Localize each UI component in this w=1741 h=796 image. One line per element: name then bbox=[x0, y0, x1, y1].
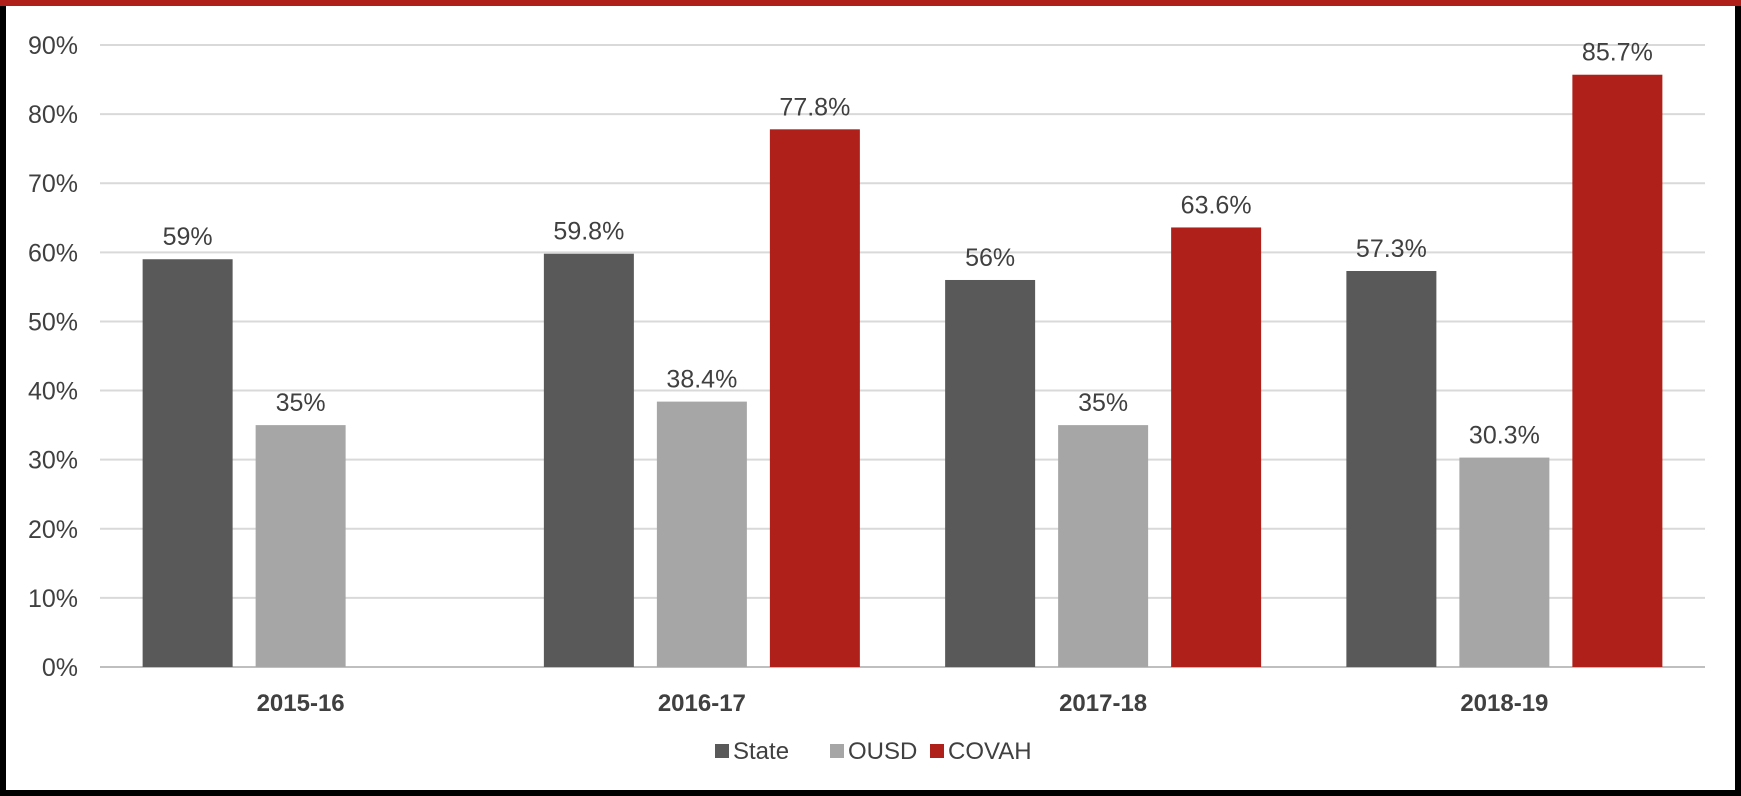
y-tick-label: 40% bbox=[28, 378, 78, 406]
x-category-label: 2018-19 bbox=[1460, 690, 1548, 717]
y-tick-label: 60% bbox=[28, 239, 78, 267]
y-axis: 0% 10% 20% 30% 40% 50% 60% 70% 80% 90% bbox=[28, 32, 78, 682]
x-category-label: 2015-16 bbox=[257, 690, 345, 717]
bar-state-2016-17 bbox=[543, 253, 634, 667]
y-tick-label: 30% bbox=[28, 447, 78, 475]
data-label: 57.3% bbox=[1356, 235, 1427, 263]
legend-swatch-ousd bbox=[830, 744, 844, 758]
legend-label-ousd: OUSD bbox=[848, 738, 917, 765]
legend-label-state: State bbox=[733, 738, 789, 765]
data-label: 38.4% bbox=[666, 366, 737, 394]
x-category-label: 2017-18 bbox=[1059, 690, 1147, 717]
bar-state-2015-16 bbox=[142, 259, 233, 667]
bar-covah-2018-19 bbox=[1572, 74, 1663, 668]
y-tick-label: 10% bbox=[28, 585, 78, 613]
data-label: 85.7% bbox=[1582, 39, 1653, 67]
data-label: 35% bbox=[1078, 389, 1128, 417]
y-tick-label: 90% bbox=[28, 32, 78, 60]
data-labels: 59% 35% 59.8% 38.4% 77.8% 56% 35% 63.6% 57.3% 30.… bbox=[163, 39, 1653, 450]
y-tick-label: 80% bbox=[28, 101, 78, 129]
data-label: 56% bbox=[965, 244, 1015, 272]
bar-covah-2016-17 bbox=[769, 129, 860, 667]
data-label: 59% bbox=[163, 223, 213, 251]
bars bbox=[142, 74, 1663, 668]
y-tick-label: 50% bbox=[28, 308, 78, 336]
bar-state-2018-19 bbox=[1346, 270, 1437, 667]
legend-label-covah: COVAH bbox=[948, 738, 1032, 765]
data-label: 63.6% bbox=[1181, 191, 1252, 219]
y-tick-label: 0% bbox=[42, 654, 78, 682]
bar-ousd-2017-18 bbox=[1058, 425, 1149, 667]
x-axis: 2015-16 2016-17 2017-18 2018-19 bbox=[257, 690, 1549, 717]
data-label: 35% bbox=[276, 389, 326, 417]
data-label: 30.3% bbox=[1469, 422, 1540, 450]
legend-swatch-state bbox=[715, 744, 729, 758]
bar-state-2017-18 bbox=[945, 279, 1036, 667]
y-tick-label: 20% bbox=[28, 516, 78, 544]
x-category-label: 2016-17 bbox=[658, 690, 746, 717]
bar-covah-2017-18 bbox=[1171, 227, 1262, 667]
bar-ousd-2015-16 bbox=[255, 425, 346, 667]
top-accent-bar bbox=[0, 0, 1741, 6]
y-tick-label: 70% bbox=[28, 170, 78, 198]
legend: State OUSD COVAH bbox=[715, 738, 1032, 765]
data-label: 77.8% bbox=[779, 93, 850, 121]
gridlines bbox=[100, 44, 1705, 668]
legend-swatch-covah bbox=[930, 744, 944, 758]
bar-ousd-2016-17 bbox=[656, 401, 747, 667]
data-label: 59.8% bbox=[553, 218, 624, 246]
bar-ousd-2018-19 bbox=[1459, 457, 1550, 667]
